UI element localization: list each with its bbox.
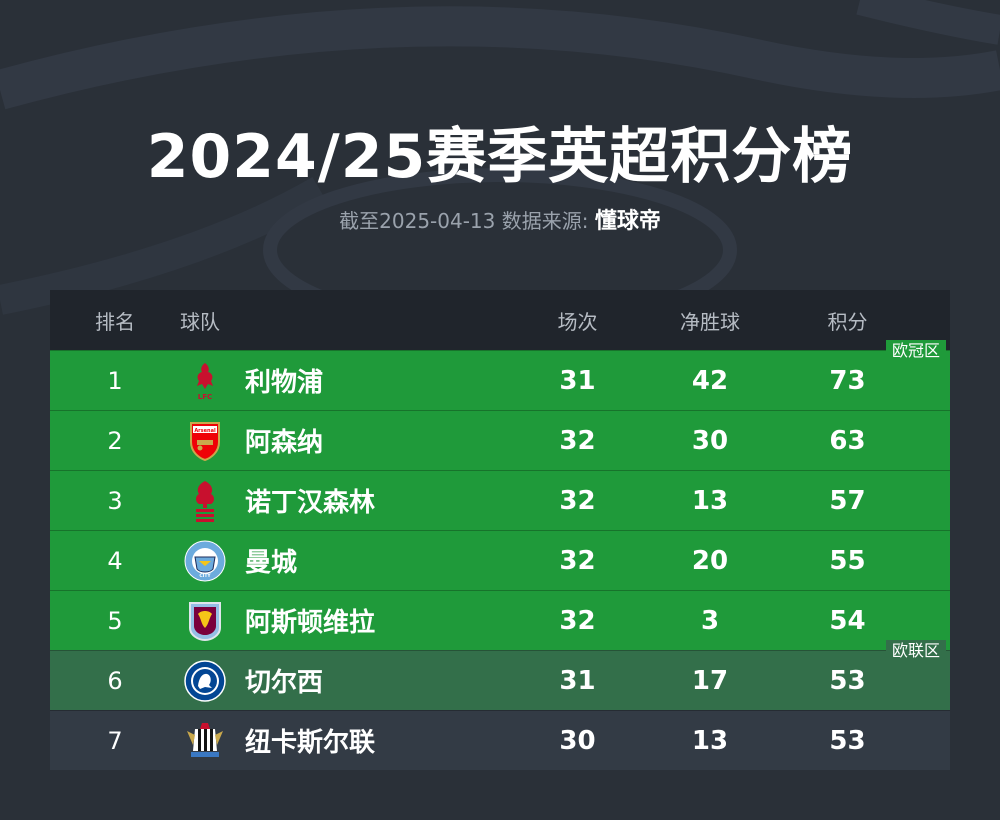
row-goal-diff: 13: [691, 485, 729, 516]
page-subtitle: 截至2025-04-13 数据来源: 懂球帝: [0, 203, 1000, 235]
standings-table: 排名 球队 场次 净胜球 积分 欧冠区 1 LFC 利物浦 31 42 73 2…: [50, 290, 950, 770]
row-points: 73: [829, 365, 866, 396]
row-played: 32: [559, 545, 596, 576]
row-rank: 4: [107, 546, 123, 575]
row-team-name: 曼城: [245, 548, 298, 578]
subtitle-date-source: 截至2025-04-13 数据来源:: [339, 209, 589, 233]
row-goal-diff: 42: [691, 365, 729, 396]
svg-text:CITY: CITY: [199, 573, 211, 579]
table-row: 欧冠区 1 LFC 利物浦 31 42 73: [50, 340, 950, 410]
column-header-goal-diff: 净胜球: [680, 309, 740, 334]
row-points: 57: [829, 485, 866, 516]
column-header-points: 积分: [827, 309, 868, 334]
row-played: 31: [559, 365, 596, 396]
row-points: 63: [829, 425, 866, 456]
row-team-name: 阿斯顿维拉: [245, 608, 376, 638]
row-rank: 5: [107, 606, 123, 635]
chelsea-crest-icon: [180, 651, 230, 710]
row-team-name: 阿森纳: [245, 428, 324, 458]
row-rank: 6: [107, 666, 123, 695]
svg-text:Arsenal: Arsenal: [194, 428, 216, 434]
row-points: 53: [829, 725, 866, 756]
row-played: 32: [559, 425, 596, 456]
row-played: 30: [559, 725, 596, 756]
row-rank: 3: [107, 486, 123, 515]
page-title: 2024/25赛季英超积分榜: [146, 122, 854, 192]
row-played: 32: [559, 485, 596, 516]
table-row: 2 Arsenal 阿森纳 32 30 63: [50, 410, 950, 470]
zone-label-champions-league: 欧冠区: [885, 340, 946, 362]
table-header: 排名 球队 场次 净胜球 积分: [50, 290, 950, 350]
row-team-name: 诺丁汉森林: [245, 488, 376, 518]
row-points: 54: [829, 605, 866, 636]
row-goal-diff: 30: [691, 425, 729, 456]
nottingham-forest-crest-icon: [180, 471, 230, 530]
table-row: 3 诺丁汉森林 32 13 57: [50, 470, 950, 530]
row-points: 53: [829, 665, 866, 696]
row-goal-diff: 17: [691, 665, 729, 696]
row-rank: 7: [107, 726, 123, 755]
row-goal-diff: 3: [700, 605, 720, 636]
row-rank: 2: [107, 426, 123, 455]
row-played: 32: [559, 605, 596, 636]
column-header-played: 场次: [557, 309, 598, 334]
table-row: 欧联区 6 切尔西 31 17 53: [50, 640, 950, 710]
table-row: 5 阿斯顿维拉 32 3 54: [50, 590, 950, 650]
row-team-name: 纽卡斯尔联: [245, 728, 376, 758]
table-row: 4 CITY 曼城 32 20 55: [50, 530, 950, 590]
source-name: 懂球帝: [594, 209, 661, 234]
column-header-rank: 排名: [95, 309, 135, 334]
row-points: 55: [829, 545, 866, 576]
newcastle-crest-icon: [180, 711, 230, 770]
table-row: 7 纽卡斯尔联 30 13 53: [50, 710, 950, 770]
row-played: 31: [559, 665, 596, 696]
zone-label-europa-league: 欧联区: [885, 640, 946, 662]
column-header-team: 球队: [180, 309, 220, 334]
row-goal-diff: 13: [691, 725, 729, 756]
row-team-name: 切尔西: [245, 668, 324, 698]
svg-text:LFC: LFC: [198, 393, 212, 401]
row-rank: 1: [107, 366, 123, 395]
row-goal-diff: 20: [691, 545, 729, 576]
liverpool-crest-icon: LFC: [180, 351, 230, 410]
arsenal-crest-icon: Arsenal: [180, 411, 230, 470]
row-team-name: 利物浦: [245, 368, 324, 398]
manchester-city-crest-icon: CITY: [180, 531, 230, 590]
aston-villa-crest-icon: [180, 591, 230, 650]
